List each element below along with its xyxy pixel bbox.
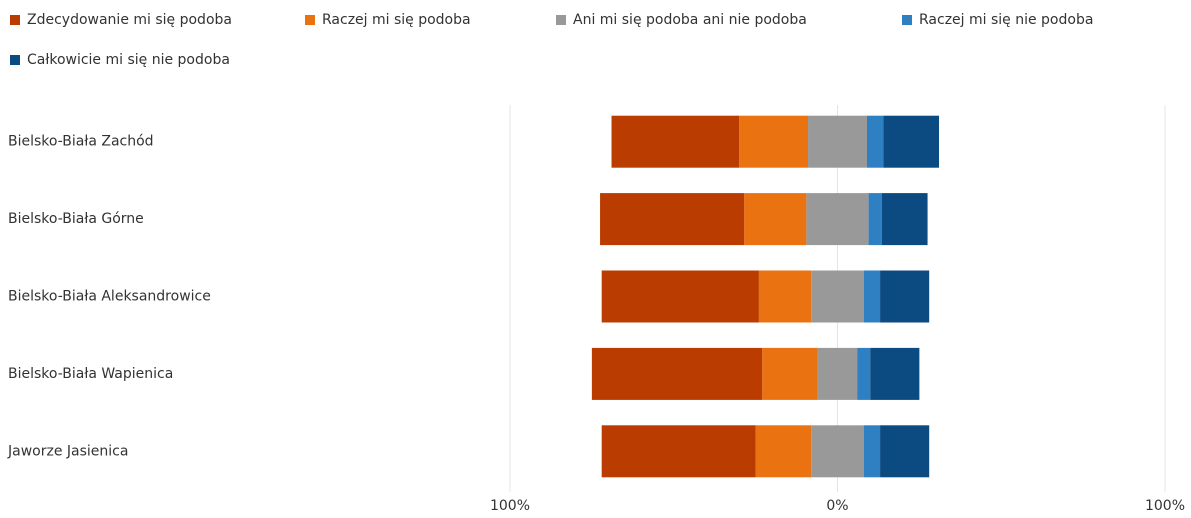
bar xyxy=(744,193,807,246)
y-tick-label: Bielsko-Biała Wapienica xyxy=(8,366,173,382)
bar xyxy=(868,193,882,246)
bar xyxy=(806,193,869,246)
bar xyxy=(817,347,858,400)
bar xyxy=(601,270,759,323)
x-tick-label: 100% xyxy=(1145,498,1185,514)
bar xyxy=(870,347,920,400)
bar xyxy=(739,115,809,168)
legend-swatch xyxy=(305,15,315,25)
bar xyxy=(611,115,740,168)
bar xyxy=(863,425,881,478)
bar xyxy=(755,425,812,478)
legend-swatch xyxy=(902,15,912,25)
bar xyxy=(883,115,940,168)
bar xyxy=(811,270,864,323)
x-tick-label: 100% xyxy=(490,498,530,514)
bar xyxy=(601,425,756,478)
y-tick-label: Bielsko-Biała Górne xyxy=(8,211,144,227)
legend-label: Raczej mi się nie podoba xyxy=(919,12,1093,28)
bar xyxy=(591,347,763,400)
bar xyxy=(758,270,812,323)
bar xyxy=(857,347,871,400)
bar xyxy=(811,425,864,478)
bar xyxy=(881,193,928,246)
y-tick-label: Bielsko-Biała Aleksandrowice xyxy=(8,289,211,305)
bar xyxy=(600,193,745,246)
legend-label: Zdecydowanie mi się podoba xyxy=(27,12,232,28)
y-tick-label: Bielsko-Biała Zachód xyxy=(8,134,154,150)
legend-label: Ani mi się podoba ani nie podoba xyxy=(573,12,807,28)
x-tick-label: 0% xyxy=(826,498,848,514)
bar xyxy=(762,347,818,400)
bar xyxy=(808,115,867,168)
legend-swatch xyxy=(10,55,20,65)
legend-label: Całkowicie mi się nie podoba xyxy=(27,52,230,68)
y-tick-label: Jaworze Jasienica xyxy=(7,443,128,459)
legend-swatch xyxy=(10,15,20,25)
legend-label: Raczej mi się podoba xyxy=(322,12,471,28)
bar xyxy=(880,270,930,323)
legend-swatch xyxy=(556,15,566,25)
bar xyxy=(880,425,930,478)
bar xyxy=(866,115,884,168)
bar xyxy=(863,270,881,323)
